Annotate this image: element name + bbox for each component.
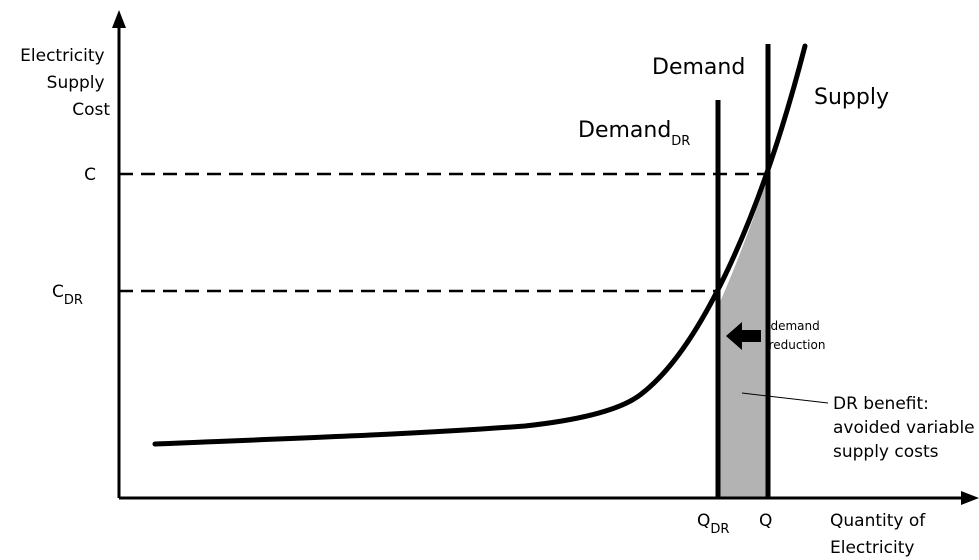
dr-benefit-leader-line xyxy=(741,392,829,404)
x-axis-arrowhead xyxy=(961,491,979,505)
demand-reduction-label: demand reduction xyxy=(769,319,826,352)
supply-label: Supply xyxy=(814,85,889,110)
dr-benefit-label: DR benefit: avoided variable supply cost… xyxy=(833,394,979,462)
demand-dr-label: DemandDR xyxy=(578,118,690,149)
tick-label-q-dr: QDR xyxy=(697,511,729,537)
x-axis-label: Quantity of Electricity xyxy=(830,511,931,558)
tick-label-q: Q xyxy=(759,511,772,531)
y-axis-arrowhead xyxy=(112,10,126,28)
tick-label-c-dr: CDR xyxy=(52,282,83,308)
supply-curve xyxy=(152,43,808,447)
demand-reduction-arrow xyxy=(726,322,761,350)
demand-label: Demand xyxy=(652,55,745,80)
tick-label-c: C xyxy=(84,165,96,185)
y-axis-label: Electricity Supply Cost xyxy=(20,46,110,120)
